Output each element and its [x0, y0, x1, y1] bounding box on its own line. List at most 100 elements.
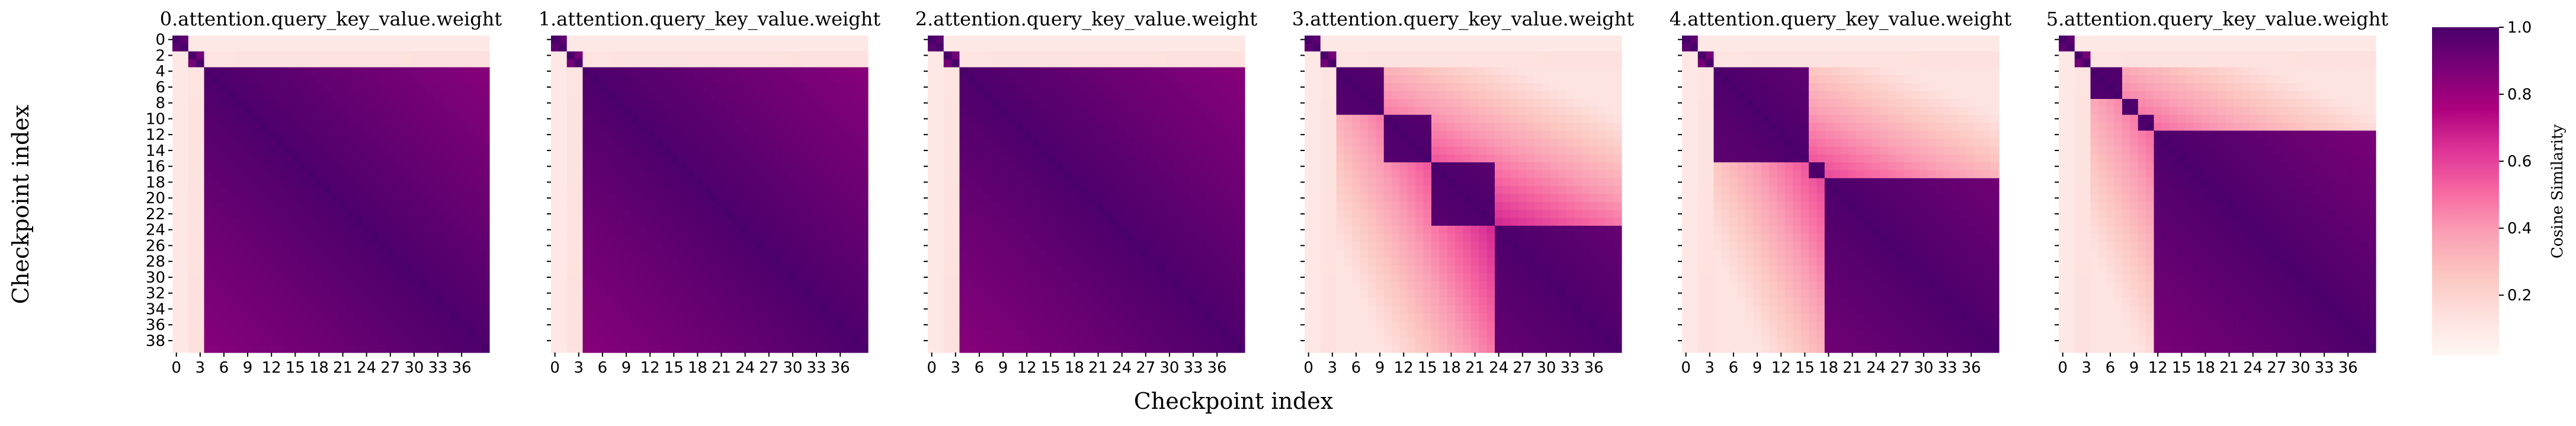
- heatmap-cell: [267, 313, 276, 322]
- heatmap-cell: [1039, 337, 1047, 345]
- heatmap-cell: [820, 337, 829, 345]
- heatmap-cell: [457, 305, 466, 313]
- heatmap-cell: [1110, 67, 1119, 76]
- heatmap-cell: [725, 297, 734, 306]
- heatmap-cell: [733, 194, 742, 203]
- heatmap-cell: [967, 297, 976, 306]
- heatmap-cell: [418, 273, 427, 282]
- heatmap-cell: [749, 51, 758, 60]
- heatmap-cell: [1062, 107, 1071, 116]
- heatmap-cell: [653, 321, 662, 329]
- heatmap-cell: [765, 59, 774, 68]
- heatmap-cell: [1165, 36, 1174, 44]
- heatmap-cell: [1015, 337, 1024, 345]
- heatmap-cell: [852, 344, 861, 353]
- heatmap-cell: [465, 305, 474, 313]
- heatmap-cell: [860, 162, 869, 171]
- heatmap-cell: [1142, 194, 1151, 203]
- heatmap-cell: [1070, 281, 1079, 290]
- heatmap-cell: [1197, 138, 1206, 147]
- heatmap-cell: [180, 178, 189, 187]
- heatmap-cell: [307, 114, 316, 123]
- heatmap-cell: [575, 344, 584, 353]
- heatmap-cell: [646, 107, 655, 116]
- heatmap-cell: [473, 123, 482, 132]
- heatmap-cell: [473, 75, 482, 84]
- heatmap-cell: [370, 146, 379, 155]
- heatmap-cell: [378, 107, 387, 116]
- heatmap-cell: [410, 297, 419, 306]
- heatmap-cell: [1229, 51, 1238, 60]
- heatmap-cell: [188, 91, 197, 100]
- y-tick-label: 38: [146, 332, 165, 350]
- heatmap-cell: [426, 59, 434, 68]
- heatmap-cell: [836, 226, 845, 234]
- heatmap-cell: [465, 59, 474, 68]
- heatmap-cell: [852, 83, 861, 92]
- heatmap-cell: [354, 162, 363, 171]
- heatmap-cell: [1165, 337, 1174, 345]
- heatmap-cell: [693, 51, 702, 60]
- heatmap-cell: [1236, 170, 1245, 179]
- heatmap-cell: [983, 107, 992, 116]
- heatmap-cell: [196, 123, 205, 132]
- heatmap-cell: [236, 257, 244, 266]
- heatmap-cell: [1062, 257, 1071, 266]
- heatmap-cell: [323, 51, 332, 60]
- heatmap-cell: [653, 265, 662, 274]
- heatmap-cell: [598, 210, 607, 219]
- heatmap-cell: [363, 51, 371, 60]
- heatmap-cell: [291, 289, 300, 297]
- heatmap-cell: [418, 344, 427, 353]
- heatmap-cell: [1236, 313, 1245, 322]
- heatmap-cell: [757, 321, 765, 329]
- heatmap-cell: [236, 146, 244, 155]
- heatmap-cell: [363, 201, 371, 210]
- heatmap-cell: [370, 257, 379, 266]
- heatmap-cell: [928, 162, 936, 171]
- heatmap-cell: [418, 51, 427, 60]
- heatmap-cell: [653, 154, 662, 163]
- heatmap-cell: [307, 123, 316, 132]
- heatmap-cell: [765, 67, 774, 76]
- heatmap-cell: [1197, 51, 1206, 60]
- heatmap-cell: [836, 273, 845, 282]
- heatmap-cell: [441, 241, 450, 250]
- heatmap-cell: [378, 289, 387, 297]
- heatmap-cell: [780, 114, 789, 123]
- heatmap-cell: [757, 313, 765, 322]
- heatmap-cell: [1055, 91, 1063, 100]
- heatmap-cell: [1213, 170, 1222, 179]
- heatmap-cell: [780, 257, 789, 266]
- heatmap-cell: [582, 217, 591, 226]
- heatmap-cell: [1149, 43, 1158, 52]
- heatmap-cell: [291, 178, 300, 187]
- heatmap-cell: [204, 328, 213, 337]
- heatmap-cell: [733, 344, 742, 353]
- heatmap-cell: [220, 257, 229, 266]
- heatmap-cell: [967, 75, 976, 84]
- heatmap-cell: [653, 130, 662, 139]
- heatmap-cell: [307, 210, 316, 219]
- heatmap-cell: [582, 130, 591, 139]
- heatmap-cell: [441, 289, 450, 297]
- heatmap-cell: [1102, 162, 1111, 171]
- heatmap-cell: [172, 273, 181, 282]
- heatmap-cell: [1086, 114, 1095, 123]
- heatmap-cell: [559, 281, 568, 290]
- heatmap-cell: [582, 154, 591, 163]
- heatmap-cell: [291, 138, 300, 147]
- heatmap-cell: [1094, 226, 1103, 234]
- heatmap-cell: [188, 273, 197, 282]
- heatmap-cell: [394, 305, 403, 313]
- heatmap-cell: [638, 75, 647, 84]
- heatmap-cell: [441, 194, 450, 203]
- heatmap-cell: [757, 241, 765, 250]
- heatmap-cell: [820, 217, 829, 226]
- heatmap-cell: [172, 83, 181, 92]
- heatmap-cell: [606, 265, 615, 274]
- heatmap-cell: [1062, 186, 1071, 195]
- heatmap-cell: [844, 194, 853, 203]
- heatmap-cell: [709, 249, 718, 258]
- heatmap-cell: [662, 305, 671, 313]
